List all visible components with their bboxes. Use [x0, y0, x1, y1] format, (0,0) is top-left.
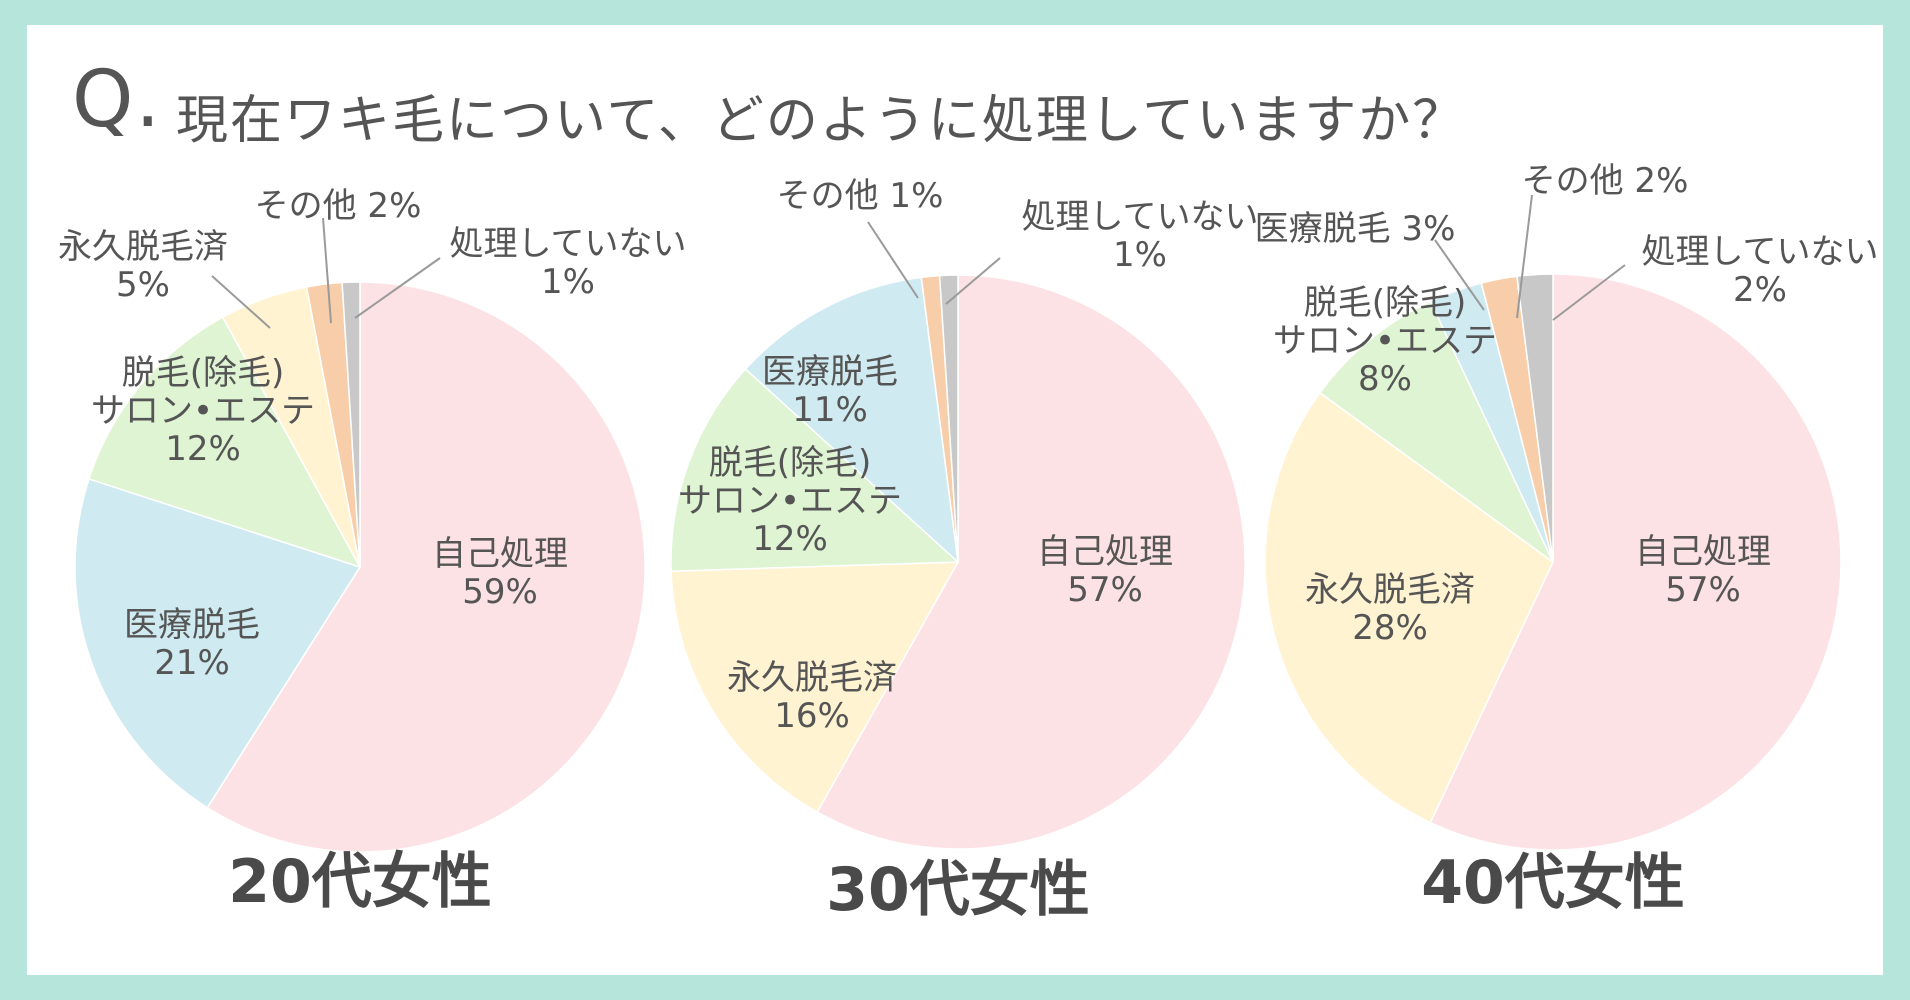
pie-slice	[206, 281, 646, 853]
slice-label: 自己処理	[432, 534, 568, 574]
leader-line	[354, 257, 441, 319]
question-title: 現在ワキ毛について、どのように処理していますか？	[176, 91, 1467, 151]
slice-label: 脱毛(除毛)	[122, 353, 285, 393]
pie-group-title: 20代女性	[228, 847, 492, 917]
slice-label: 57%	[1067, 570, 1143, 610]
slice-label: 自己処理	[1635, 532, 1771, 572]
slice-label: 16%	[774, 696, 850, 736]
leader-line	[322, 217, 332, 324]
pie-group-title: 40代女性	[1421, 848, 1685, 918]
slice-label: 処理していない	[1022, 197, 1259, 237]
slice-label: 永久脱毛済	[1305, 570, 1475, 610]
leader-line	[945, 257, 1001, 305]
slice-label: 脱毛(除毛)	[709, 443, 872, 483]
slice-label: 59%	[462, 572, 538, 612]
slice-label: その他 1%	[777, 176, 944, 216]
leader-line	[1516, 194, 1533, 319]
slice-label: 1%	[541, 262, 595, 302]
slice-label: 12%	[165, 429, 241, 469]
slice-label: 2%	[1733, 270, 1787, 310]
slice-label: 医療脱毛 3%	[1255, 209, 1456, 249]
pie-slice	[1264, 391, 1554, 824]
slice-label: 脱毛(除毛)	[1304, 283, 1467, 323]
slice-label: 永久脱毛済	[58, 227, 228, 267]
slice-label: 21%	[154, 643, 230, 683]
pie-slice	[938, 274, 959, 563]
slice-label: 処理していない	[1642, 232, 1879, 272]
slice-label: 11%	[792, 390, 868, 430]
slice-label: 医療脱毛	[762, 352, 898, 392]
slice-label: 5%	[116, 265, 170, 305]
leader-line	[211, 275, 271, 329]
slice-label: サロン•エステ	[91, 391, 315, 431]
slice-label: その他 2%	[1522, 161, 1689, 201]
slice-label: サロン•エステ	[678, 481, 902, 521]
slice-label: 28%	[1352, 608, 1428, 648]
slice-label: 自己処理	[1037, 532, 1173, 572]
leader-line	[1434, 239, 1485, 311]
slice-label: 8%	[1358, 359, 1412, 399]
pie-slice	[341, 281, 361, 568]
slice-label: 12%	[752, 519, 828, 559]
slice-label: 医療脱毛	[124, 605, 260, 645]
pie-slice	[1429, 273, 1842, 851]
slice-label: サロン•エステ	[1273, 321, 1497, 361]
slice-label: 永久脱毛済	[727, 658, 897, 698]
pie-slice	[74, 477, 362, 809]
pie-slice	[88, 316, 362, 569]
leader-line	[867, 221, 919, 299]
slice-label: その他 2%	[255, 186, 422, 226]
pie-slice	[670, 561, 960, 814]
pie-slice	[1318, 300, 1554, 563]
slice-label: 処理していない	[450, 224, 687, 264]
slice-label: 1%	[1113, 235, 1167, 275]
slice-label: 57%	[1665, 570, 1741, 610]
pie-slice	[670, 367, 960, 572]
pie-group-title: 30代女性	[826, 855, 1090, 925]
question-mark-label: Q.	[72, 55, 163, 145]
leader-line	[1552, 264, 1626, 321]
pie-slice	[1516, 273, 1554, 563]
pie-slice	[816, 274, 1246, 850]
